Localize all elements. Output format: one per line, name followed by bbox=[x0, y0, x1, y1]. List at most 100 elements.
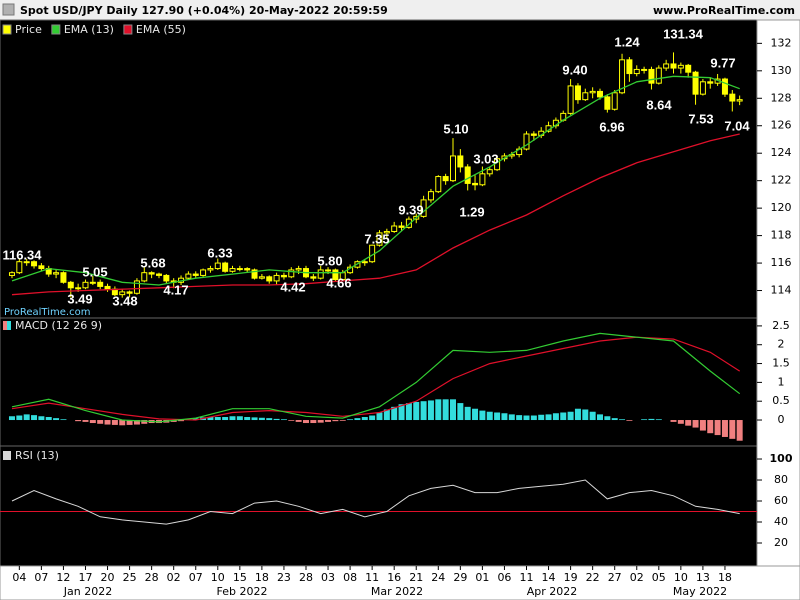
annotation: 3.48 bbox=[112, 293, 137, 308]
y-tick-label: 130 bbox=[771, 64, 792, 77]
y-tick-label: 100 bbox=[770, 452, 793, 465]
candle-body bbox=[266, 276, 273, 282]
macd-histogram-bar bbox=[494, 412, 501, 421]
candle-body bbox=[472, 182, 479, 186]
y-tick-label: 0.5 bbox=[772, 394, 790, 407]
macd-histogram-bar bbox=[97, 420, 104, 424]
macd-histogram-bar bbox=[486, 411, 493, 421]
macd-histogram-bar bbox=[295, 420, 302, 422]
candle-body bbox=[405, 218, 412, 228]
macd-histogram-bar bbox=[435, 399, 442, 421]
x-tick-label: 10 bbox=[674, 571, 688, 584]
candle-body bbox=[31, 261, 38, 267]
candle-body bbox=[670, 63, 677, 69]
legend-swatch bbox=[7, 321, 11, 330]
annotation: 8.64 bbox=[646, 97, 672, 112]
macd-histogram-bar bbox=[280, 419, 287, 421]
candle-body bbox=[486, 169, 493, 175]
macd-histogram-bar bbox=[16, 415, 23, 421]
x-tick-label: 11 bbox=[365, 571, 379, 584]
candle-body bbox=[214, 262, 221, 270]
candle-body bbox=[8, 272, 15, 276]
macd-histogram-bar bbox=[405, 403, 412, 421]
y-tick-label: 116 bbox=[771, 256, 792, 269]
macd-histogram-bar bbox=[457, 403, 464, 421]
macd-histogram-bar bbox=[38, 416, 45, 421]
x-tick-label: 02 bbox=[167, 571, 181, 584]
candle-body bbox=[310, 276, 317, 279]
candle-body bbox=[222, 262, 229, 272]
macd-histogram-bar bbox=[729, 420, 736, 439]
x-tick-label: 14 bbox=[542, 571, 556, 584]
candle-body bbox=[633, 68, 640, 75]
annotation: 3.49 bbox=[67, 291, 92, 306]
y-tick-label: 1.5 bbox=[772, 357, 790, 370]
candle-body bbox=[736, 99, 743, 102]
annotation: 9.39 bbox=[398, 202, 423, 217]
macd-histogram-bar bbox=[244, 417, 251, 421]
month-label: Apr 2022 bbox=[527, 585, 578, 598]
macd-histogram-bar bbox=[464, 406, 471, 421]
y-tick-label: 118 bbox=[771, 229, 792, 242]
macd-histogram-bar bbox=[699, 420, 706, 431]
x-tick-label: 10 bbox=[211, 571, 225, 584]
x-tick-label: 07 bbox=[189, 571, 203, 584]
month-label: Mar 2022 bbox=[371, 585, 423, 598]
candle-body bbox=[376, 232, 383, 246]
macd-histogram-bar bbox=[8, 416, 15, 421]
candle-body bbox=[596, 90, 603, 98]
x-tick-label: 27 bbox=[608, 571, 622, 584]
macd-histogram-bar bbox=[626, 420, 633, 421]
annotation: 4.66 bbox=[326, 275, 351, 290]
macd-histogram-bar bbox=[236, 416, 243, 421]
panel-title: RSI (13) bbox=[15, 449, 59, 462]
x-tick-label: 12 bbox=[56, 571, 70, 584]
x-tick-label: 20 bbox=[101, 571, 115, 584]
y-tick-label: 2 bbox=[778, 338, 785, 351]
candle-body bbox=[192, 273, 199, 276]
annotation: 5.05 bbox=[82, 264, 107, 279]
x-tick-label: 19 bbox=[564, 571, 578, 584]
candle-body bbox=[16, 261, 23, 274]
rsi-line bbox=[11, 479, 740, 525]
legend-swatch bbox=[123, 24, 133, 35]
macd-histogram-bar bbox=[60, 419, 67, 421]
x-tick-label: 17 bbox=[78, 571, 92, 584]
month-label: May 2022 bbox=[673, 585, 727, 598]
annotation: 9.77 bbox=[710, 55, 735, 70]
candle-body bbox=[383, 230, 390, 234]
candle-body bbox=[317, 269, 324, 279]
macd-histogram-bar bbox=[45, 417, 52, 421]
candle-body bbox=[38, 265, 45, 270]
candle-body bbox=[464, 166, 471, 184]
macd-histogram-bar bbox=[427, 400, 434, 421]
annotation: 3.03 bbox=[473, 151, 498, 166]
x-tick-label: 23 bbox=[277, 571, 291, 584]
candle-body bbox=[604, 96, 611, 110]
candle-body bbox=[589, 90, 596, 94]
x-tick-label: 24 bbox=[431, 571, 445, 584]
macd-histogram-bar bbox=[376, 412, 383, 421]
macd-histogram-bar bbox=[685, 420, 692, 426]
macd-histogram-bar bbox=[420, 401, 427, 421]
annotation: 116.34 bbox=[2, 247, 42, 262]
candle-body bbox=[82, 281, 89, 289]
macd-histogram-bar bbox=[714, 420, 721, 436]
annotation: 4.42 bbox=[280, 279, 305, 294]
candle-body bbox=[60, 272, 67, 283]
annotation: 5.68 bbox=[140, 255, 165, 270]
macd-histogram-bar bbox=[472, 408, 479, 421]
macd-histogram-bar bbox=[251, 417, 258, 421]
candle-body bbox=[288, 269, 295, 278]
y-tick-label: 124 bbox=[771, 146, 792, 159]
candle-body bbox=[185, 273, 192, 279]
macd-histogram-bar bbox=[133, 420, 140, 425]
candle-body bbox=[273, 274, 280, 282]
macd-histogram-bar bbox=[707, 420, 714, 434]
macd-histogram-bar bbox=[310, 420, 317, 424]
macd-histogram-bar bbox=[545, 414, 552, 421]
candle-body bbox=[89, 281, 96, 284]
x-tick-label: 02 bbox=[630, 571, 644, 584]
macd-histogram-bar bbox=[736, 420, 743, 441]
